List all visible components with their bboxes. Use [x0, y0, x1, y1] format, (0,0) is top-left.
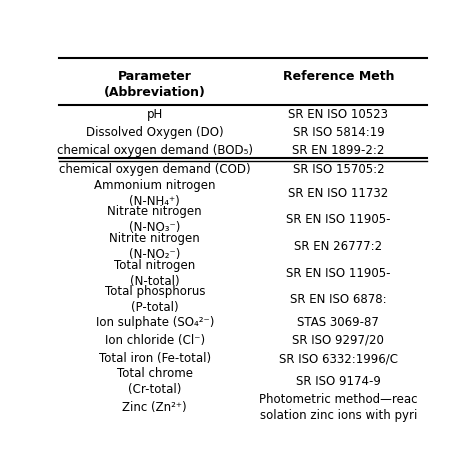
Text: SR EN 26777:2⁠: SR EN 26777:2⁠	[294, 240, 383, 253]
Text: Parameter
(Abbreviation): Parameter (Abbreviation)	[104, 70, 206, 99]
Text: SR EN ISO 10523: SR EN ISO 10523	[289, 108, 388, 121]
Text: chemical oxygen demand (BOD₅): chemical oxygen demand (BOD₅)	[57, 144, 253, 157]
Text: SR ISO 9174-9: SR ISO 9174-9	[296, 374, 381, 388]
Text: SR ISO 9297/20: SR ISO 9297/20	[292, 334, 384, 347]
Text: Nitrate nitrogen
(N-NO₃⁻): Nitrate nitrogen (N-NO₃⁻)	[108, 205, 202, 234]
Text: chemical oxygen demand (COD): chemical oxygen demand (COD)	[59, 164, 251, 176]
Text: Ion sulphate (SO₄²⁻): Ion sulphate (SO₄²⁻)	[96, 316, 214, 329]
Text: SR EN ISO 11905-: SR EN ISO 11905-	[286, 267, 391, 280]
Text: SR ISO 15705:2⁠: SR ISO 15705:2⁠	[292, 164, 384, 176]
Text: SR EN ISO 11905-: SR EN ISO 11905-	[286, 213, 391, 227]
Text: Total nitrogen
(N-total): Total nitrogen (N-total)	[114, 259, 195, 288]
Text: Total iron (Fe-total): Total iron (Fe-total)	[99, 352, 211, 365]
Text: SR EN 1899-2:2⁠: SR EN 1899-2:2⁠	[292, 144, 384, 157]
Text: SR EN ISO 6878:: SR EN ISO 6878:	[290, 293, 387, 306]
Text: pH: pH	[146, 108, 163, 121]
Text: SR ISO 6332:1996/C: SR ISO 6332:1996/C	[279, 352, 398, 365]
Text: Total chrome
(Cr-total): Total chrome (Cr-total)	[117, 367, 193, 396]
Text: Total phosphorus
(P-total): Total phosphorus (P-total)	[104, 285, 205, 314]
Text: Ion chloride (Cl⁻): Ion chloride (Cl⁻)	[105, 334, 205, 347]
Text: SR ISO 5814:19: SR ISO 5814:19	[292, 126, 384, 139]
Text: Nitrite nitrogen
(N-NO₂⁻): Nitrite nitrogen (N-NO₂⁻)	[109, 232, 200, 261]
Text: Dissolved Oxygen (DO): Dissolved Oxygen (DO)	[86, 126, 224, 139]
Text: STAS 3069-87: STAS 3069-87	[298, 316, 379, 329]
Text: Zinc (Zn²⁺): Zinc (Zn²⁺)	[122, 401, 187, 414]
Text: Ammonium nitrogen
(N-NH₄⁺): Ammonium nitrogen (N-NH₄⁺)	[94, 179, 216, 208]
Text: SR EN ISO 11732: SR EN ISO 11732	[288, 187, 389, 200]
Text: Photometric method—reac
solation zinc ions with pyri: Photometric method—reac solation zinc io…	[259, 393, 418, 422]
Text: Reference Meth: Reference Meth	[283, 70, 394, 82]
